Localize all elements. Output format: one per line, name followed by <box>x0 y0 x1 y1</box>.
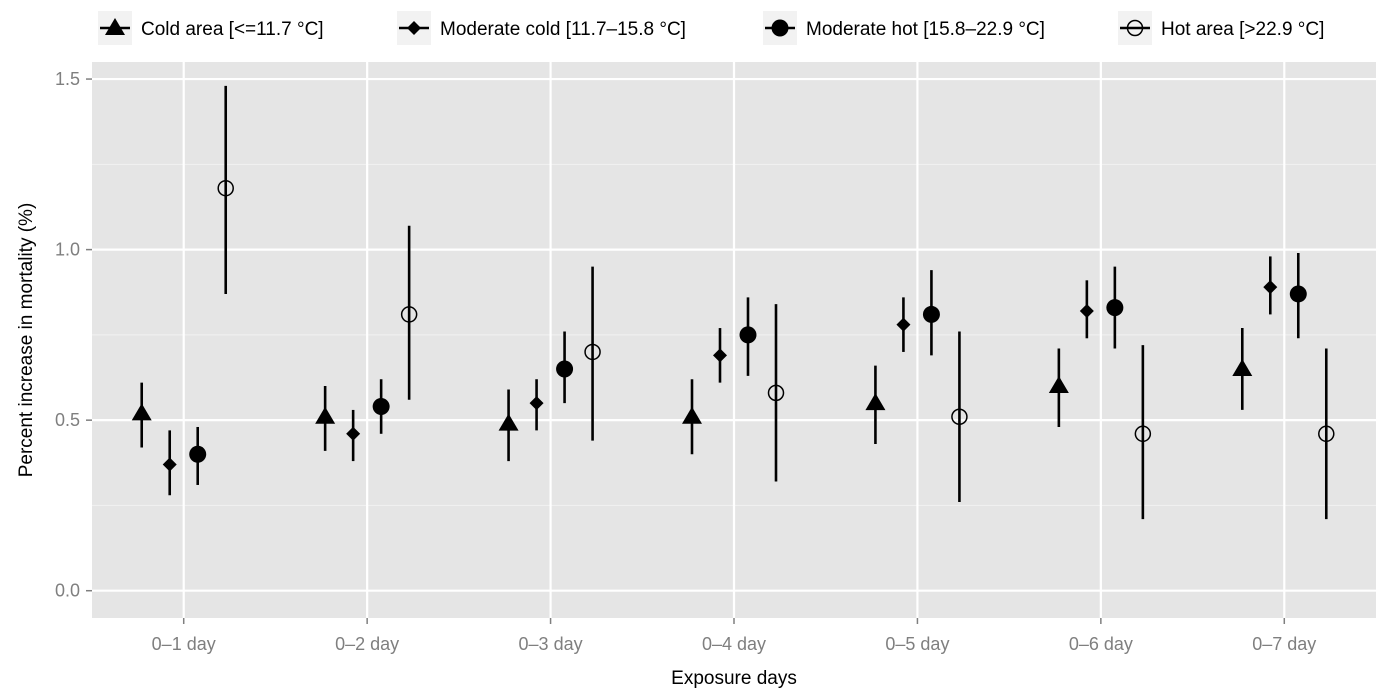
data-point-open-circle <box>584 343 601 361</box>
y-tick-label: 1.5 <box>55 69 80 89</box>
data-point-triangle <box>865 393 886 411</box>
data-point-triangle <box>682 406 702 424</box>
legend-label: Hot area [>22.9 °C] <box>1161 19 1324 40</box>
data-point-filled-circle <box>372 398 390 416</box>
data-point-open-circle <box>767 384 785 402</box>
data-point-filled-circle <box>189 445 207 463</box>
data-point-filled-circle <box>1106 299 1124 317</box>
y-tick-label: 0.0 <box>55 581 80 601</box>
legend-label: Moderate cold [11.7–15.8 °C] <box>440 19 686 40</box>
x-tick-label: 0–1 day <box>152 634 216 654</box>
data-point-filled-circle <box>1289 285 1307 303</box>
legend-item: Moderate hot [15.8–22.9 °C] <box>763 11 1045 45</box>
data-point-open-circle <box>1134 425 1152 443</box>
legend-label: Cold area [<=11.7 °C] <box>141 19 324 40</box>
data-point-diamond <box>529 396 544 411</box>
x-tick-label: 0–2 day <box>335 634 399 654</box>
data-point-filled-circle <box>739 326 757 344</box>
series-triangle <box>131 328 1253 462</box>
data-point-diamond <box>896 317 911 332</box>
data-marks <box>131 85 1335 520</box>
x-tick-label: 0–4 day <box>702 634 766 654</box>
legend-item: Cold area [<=11.7 °C] <box>98 11 324 45</box>
x-tick-label: 0–7 day <box>1252 634 1316 654</box>
y-tick-label: 1.0 <box>55 240 80 260</box>
data-point-diamond <box>1263 280 1278 295</box>
series-open-circle <box>217 85 1335 520</box>
data-point-filled-circle <box>556 360 574 378</box>
x-tick-label: 0–5 day <box>885 634 949 654</box>
legend-marker-open-circle <box>1126 19 1144 37</box>
legend-label: Moderate hot [15.8–22.9 °C] <box>806 19 1045 40</box>
legend-marker-triangle <box>105 18 125 35</box>
x-tick-label: 0–3 day <box>519 634 583 654</box>
legend-item: Hot area [>22.9 °C] <box>1118 11 1324 45</box>
series-filled-circle <box>189 253 1307 485</box>
data-point-diamond <box>162 457 177 472</box>
data-point-diamond <box>713 348 727 363</box>
data-point-diamond <box>346 426 361 441</box>
legend-marker-filled-circle <box>771 19 789 37</box>
data-point-open-circle <box>217 179 234 197</box>
y-axis: 0.0 0.5 1.0 1.5 <box>55 69 92 601</box>
data-point-triangle <box>315 406 336 424</box>
legend-marker-diamond <box>407 21 421 35</box>
x-tick-label: 0–6 day <box>1069 634 1133 654</box>
series-diamond <box>162 256 1278 496</box>
data-point-open-circle <box>1318 425 1335 443</box>
data-point-triangle <box>1048 376 1069 394</box>
y-tick-label: 0.5 <box>55 410 80 430</box>
data-point-open-circle <box>400 306 418 323</box>
x-axis-title: Exposure days <box>671 668 797 688</box>
legend: Cold area [<=11.7 °C] Moderate cold [11.7… <box>98 11 1324 45</box>
data-point-triangle <box>498 413 519 431</box>
legend-item: Moderate cold [11.7–15.8 °C] <box>397 11 686 45</box>
y-axis-title: Percent increase in mortality (%) <box>16 203 37 478</box>
data-point-open-circle <box>951 408 968 425</box>
grid-lines <box>92 62 1376 618</box>
x-axis: 0–1 day 0–2 day 0–3 day 0–4 day 0–5 day 0–6 d… <box>152 618 1316 654</box>
data-point-filled-circle <box>922 305 940 323</box>
data-point-triangle <box>1232 358 1253 376</box>
data-point-diamond <box>1079 304 1094 319</box>
data-point-triangle <box>131 403 152 421</box>
